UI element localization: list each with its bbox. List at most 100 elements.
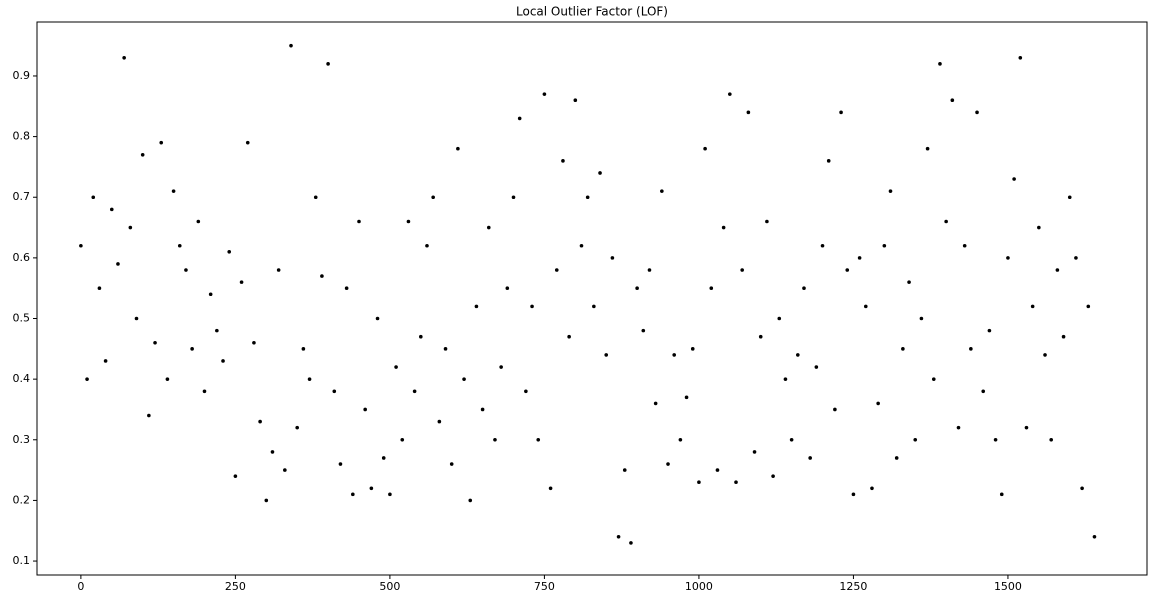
point xyxy=(505,286,510,290)
point xyxy=(1080,486,1084,491)
point xyxy=(147,413,151,418)
point xyxy=(808,456,812,460)
x-tick-label: 750 xyxy=(534,580,555,590)
point xyxy=(109,207,114,212)
point xyxy=(307,377,312,381)
x-tick-label: 250 xyxy=(225,580,246,590)
point xyxy=(468,498,473,503)
point xyxy=(517,116,522,121)
point xyxy=(437,419,442,424)
point xyxy=(239,280,244,284)
point xyxy=(641,328,646,333)
point xyxy=(171,189,176,193)
point xyxy=(585,195,590,200)
point xyxy=(480,407,485,412)
point xyxy=(944,219,948,224)
point xyxy=(913,437,918,442)
point xyxy=(375,316,380,321)
point xyxy=(1055,268,1060,272)
plot-frame xyxy=(36,21,1148,576)
point xyxy=(777,316,782,321)
point xyxy=(956,425,961,430)
point xyxy=(165,377,170,381)
point xyxy=(857,256,862,260)
point xyxy=(153,340,157,345)
point xyxy=(622,468,627,472)
point xyxy=(598,171,602,175)
point xyxy=(276,268,281,272)
point xyxy=(103,359,108,363)
point xyxy=(388,492,392,497)
point xyxy=(486,225,491,230)
point xyxy=(264,498,269,503)
x-tick-label: 500 xyxy=(379,580,400,590)
point xyxy=(1086,304,1091,309)
y-tick-label: 0.2 xyxy=(13,493,31,506)
point xyxy=(894,456,899,460)
point xyxy=(653,401,658,406)
point xyxy=(1037,225,1041,230)
point xyxy=(289,43,293,48)
point xyxy=(122,55,126,60)
point xyxy=(97,286,102,290)
point xyxy=(1074,256,1078,260)
x-tick-label: 1250 xyxy=(839,580,867,590)
point xyxy=(338,462,343,466)
point xyxy=(1061,334,1066,339)
point xyxy=(579,243,584,248)
point xyxy=(882,243,887,248)
point xyxy=(332,389,337,394)
point xyxy=(202,389,207,394)
point xyxy=(709,286,714,290)
point xyxy=(919,316,924,321)
point xyxy=(320,274,324,278)
point xyxy=(511,195,516,200)
point xyxy=(833,407,837,412)
point xyxy=(456,146,460,151)
point xyxy=(412,389,417,394)
point xyxy=(400,437,405,442)
point xyxy=(721,225,726,230)
point xyxy=(697,480,701,485)
point xyxy=(969,347,973,351)
point xyxy=(950,98,955,103)
point xyxy=(796,353,800,357)
point xyxy=(660,189,664,193)
y-tick-label: 0.3 xyxy=(13,433,31,446)
point xyxy=(690,347,695,351)
x-tick-label: 1000 xyxy=(685,580,713,590)
point xyxy=(449,462,454,466)
point xyxy=(789,437,794,442)
point xyxy=(666,462,670,466)
point xyxy=(419,334,423,339)
point xyxy=(493,437,497,442)
point xyxy=(270,450,275,454)
x-tick-label: 1500 xyxy=(994,580,1022,590)
point xyxy=(703,146,707,151)
point xyxy=(1018,55,1023,60)
point xyxy=(839,110,843,115)
point xyxy=(1012,177,1016,181)
y-tick-label: 0.6 xyxy=(13,251,31,264)
point xyxy=(901,347,905,351)
point xyxy=(85,377,89,381)
point xyxy=(635,286,639,290)
point xyxy=(758,334,763,339)
point xyxy=(826,159,831,163)
point xyxy=(863,304,868,309)
point xyxy=(431,195,435,200)
point xyxy=(394,365,398,369)
point xyxy=(381,456,386,460)
point xyxy=(1092,534,1097,539)
point xyxy=(931,377,936,381)
x-tick-label: 0 xyxy=(77,580,84,590)
point xyxy=(177,243,182,248)
point xyxy=(573,98,578,103)
point xyxy=(548,486,553,491)
point xyxy=(326,62,330,66)
y-tick-label: 0.8 xyxy=(13,130,31,143)
point xyxy=(975,110,979,115)
point xyxy=(802,286,806,290)
point xyxy=(128,225,133,230)
